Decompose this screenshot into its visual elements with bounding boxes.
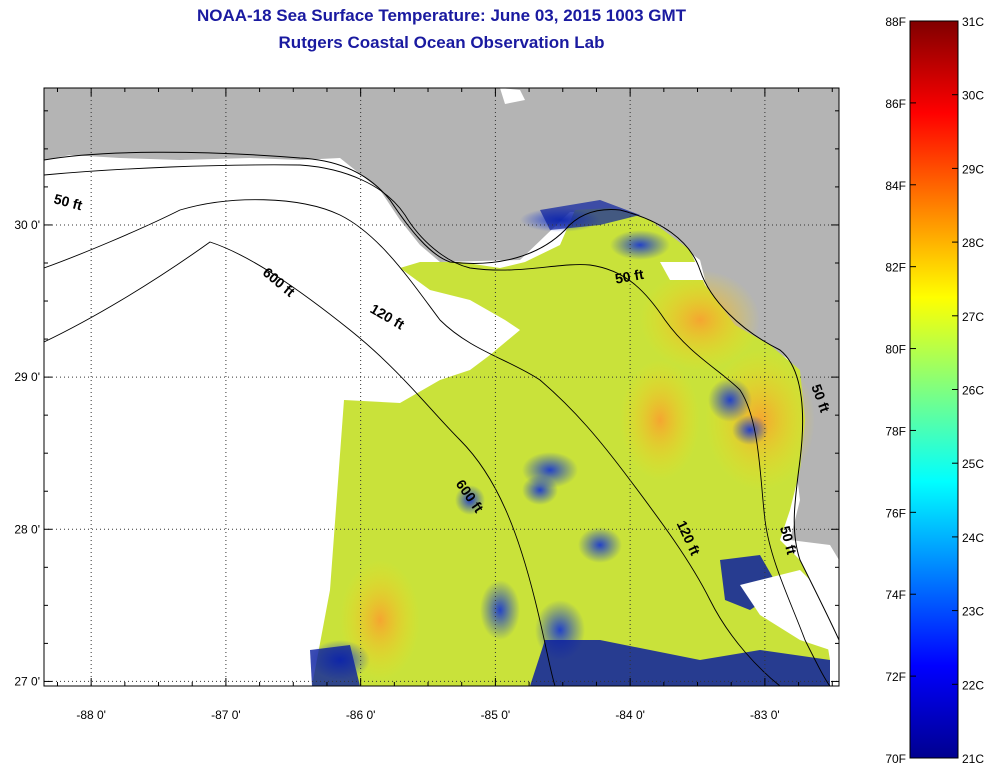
colorbar-label-f: 76F <box>885 506 906 520</box>
colorbar-label-f: 82F <box>885 261 906 275</box>
lon-tick-label: -85 0' <box>481 708 511 722</box>
colorbar-label-c: 24C <box>962 531 984 545</box>
colorbar-label-c: 27C <box>962 310 984 324</box>
colorbar-label-f: 70F <box>885 752 906 766</box>
lon-tick-label: -86 0' <box>346 708 376 722</box>
lat-tick-label: 30 0' <box>14 218 40 232</box>
colorbar-label-c: 30C <box>962 89 984 103</box>
map-title: NOAA-18 Sea Surface Temperature: June 03… <box>196 6 687 25</box>
colorbar-label-c: 26C <box>962 384 984 398</box>
lat-tick-label: 27 0' <box>14 674 40 688</box>
colorbar-label-f: 84F <box>885 179 906 193</box>
lon-tick-label: -83 0' <box>750 708 780 722</box>
colorbar-label-c: 25C <box>962 457 984 471</box>
axes: -88 0' -87 0' -86 0' -85 0' -84 0' -83 0' 30 0… <box>14 88 839 722</box>
colorbar-label-c: 28C <box>962 236 984 250</box>
colorbar-label-c: 29C <box>962 162 984 176</box>
map-subtitle: Rutgers Coastal Ocean Observation Lab <box>278 33 605 52</box>
plot-frame <box>43 87 840 687</box>
colorbar <box>909 20 959 759</box>
lon-tick-label: -88 0' <box>76 708 106 722</box>
colorbar-label-f: 78F <box>885 424 906 438</box>
isobath-120ft <box>44 199 781 686</box>
colorbar-label-c: 23C <box>962 605 984 619</box>
lat-tick-label: 28 0' <box>14 522 40 536</box>
lon-tick-label: -87 0' <box>211 708 241 722</box>
isobath-label: 50 ft <box>52 190 84 213</box>
colorbar-label-f: 74F <box>885 588 906 602</box>
colorbar-label-f: 72F <box>885 670 906 684</box>
lat-lon-grid <box>44 88 839 686</box>
isobath-label: 50 ft <box>777 524 800 556</box>
lon-tick-label: -84 0' <box>615 708 645 722</box>
colorbar-label-f: 88F <box>885 15 906 29</box>
colorbar-label-c: 21C <box>962 752 984 766</box>
colorbar-label-c: 31C <box>962 15 984 29</box>
lat-tick-label: 29 0' <box>14 370 40 384</box>
colorbar-label-c: 22C <box>962 678 984 692</box>
colorbar-label-f: 86F <box>885 97 906 111</box>
colorbar-label-f: 80F <box>885 343 906 357</box>
coastline <box>44 151 839 641</box>
isobath-600ft <box>44 241 556 686</box>
isobath-label: 50 ft <box>614 266 645 287</box>
colorbar-labels: 88F 86F 84F 82F 80F 78F 76F 74F 72F 70F 31C 30C 29C 2… <box>885 15 984 766</box>
isobath-50ft <box>44 164 831 686</box>
